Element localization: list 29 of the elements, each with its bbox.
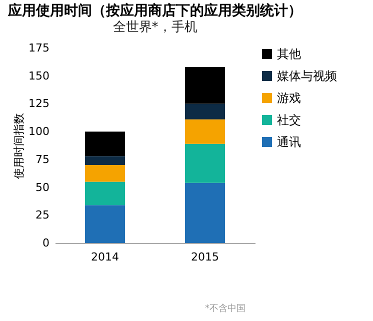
legend-label: 其他: [277, 47, 301, 61]
y-tick-label: 75: [36, 152, 50, 166]
bar: [185, 104, 225, 120]
chart-title: 应用使用时间（按应用商店下的应用类别统计）: [7, 2, 302, 19]
y-tick-label: 50: [36, 180, 50, 194]
y-tick-label: 150: [28, 69, 50, 82]
bar: [85, 165, 125, 182]
y-tick-label: 100: [28, 125, 50, 138]
x-tick-label: 2015: [191, 250, 219, 264]
x-tick-label: 2014: [91, 250, 119, 264]
legend-label: 游戏: [277, 91, 301, 105]
legend-label: 社交: [277, 113, 301, 127]
bar: [85, 182, 125, 206]
bar: [185, 66, 225, 104]
y-tick-label: 25: [36, 208, 50, 222]
y-tick-label: 175: [28, 42, 50, 54]
bar: [185, 144, 225, 183]
y-axis-title: 使用时间指数: [12, 113, 26, 179]
y-tick-label: 125: [28, 97, 50, 110]
chart-subtitle: 全世界*，手机: [112, 20, 198, 35]
bar: [185, 119, 225, 144]
bar: [85, 132, 125, 156]
y-tick-label: 0: [42, 236, 50, 250]
bar: [85, 205, 125, 243]
legend-label: 媒体与视频: [277, 69, 337, 83]
bar: [185, 182, 225, 243]
legend-label: 通讯: [277, 135, 301, 149]
bar: [85, 156, 125, 165]
text: *不含中国: [205, 302, 246, 315]
